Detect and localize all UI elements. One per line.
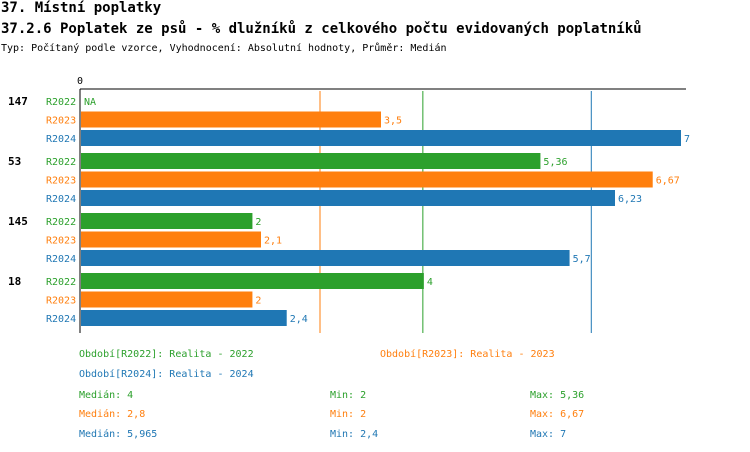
bar-value-label: 6,23 xyxy=(618,194,642,205)
series-row-label: R2022 xyxy=(46,157,76,168)
series-row-label: R2023 xyxy=(46,296,76,307)
bar xyxy=(81,273,424,289)
bar xyxy=(81,310,287,326)
series-row-label: R2023 xyxy=(46,116,76,127)
stat-min-r2024: Min: 2,4 xyxy=(330,429,379,440)
group-label: 145 xyxy=(8,215,28,228)
stat-min-r2023: Min: 2 xyxy=(330,409,367,420)
bar xyxy=(81,231,261,248)
bar-value-label: 2 xyxy=(255,296,261,307)
group-label: 147 xyxy=(8,95,28,108)
bar xyxy=(81,190,615,206)
stat-median-r2022: Medián: 4 xyxy=(79,390,134,401)
x-tick-label: 0 xyxy=(77,76,83,87)
bar-value-label: 5,7 xyxy=(573,254,591,265)
chart-title: 37.2.6 Poplatek ze psů - % dlužníků z ce… xyxy=(1,21,642,37)
legend-r2023: Období[R2023]: Realita - 2023 xyxy=(380,349,555,360)
series-row-label: R2022 xyxy=(46,97,76,108)
series-row-label: R2022 xyxy=(46,277,76,288)
legend-r2022: Období[R2022]: Realita - 2022 xyxy=(79,349,254,360)
section-title: 37. Místní poplatky xyxy=(1,0,162,16)
bar-value-label: 7 xyxy=(684,134,690,145)
stat-median-r2023: Medián: 2,8 xyxy=(79,409,146,420)
stat-max-r2023: Max: 6,67 xyxy=(530,409,585,420)
legend-r2024: Období[R2024]: Realita - 2024 xyxy=(79,369,254,380)
bar-value-label: 2,4 xyxy=(290,314,308,325)
group-label: 53 xyxy=(8,155,21,168)
group-label: 18 xyxy=(8,275,21,288)
series-row-label: R2023 xyxy=(46,176,76,187)
chart-subtitle: Typ: Počítaný podle vzorce, Vyhodnocení:… xyxy=(1,43,447,54)
stat-median-r2024: Medián: 5,965 xyxy=(79,429,158,440)
bar xyxy=(81,213,253,229)
bar xyxy=(81,291,253,308)
series-row-label: R2024 xyxy=(46,314,76,325)
bar-value-label: 3,5 xyxy=(384,116,402,127)
bar xyxy=(81,250,570,266)
bar xyxy=(81,171,653,188)
bar-value-label: 2 xyxy=(255,217,261,228)
bar-value-label: 5,36 xyxy=(543,157,567,168)
bar-value-label: 6,67 xyxy=(656,176,680,187)
bar xyxy=(81,111,381,128)
series-row-label: R2022 xyxy=(46,217,76,228)
series-row-label: R2024 xyxy=(46,254,76,265)
stat-max-r2024: Max: 7 xyxy=(530,429,567,440)
bar-value-label: 2,1 xyxy=(264,236,282,247)
bar-value-label: 4 xyxy=(427,277,433,288)
series-row-label: R2024 xyxy=(46,194,76,205)
stat-min-r2022: Min: 2 xyxy=(330,390,367,401)
series-row-label: R2024 xyxy=(46,134,76,145)
bar-value-label: NA xyxy=(84,97,96,108)
bar xyxy=(81,130,681,146)
series-row-label: R2023 xyxy=(46,236,76,247)
bar xyxy=(81,153,541,169)
stat-max-r2022: Max: 5,36 xyxy=(530,390,585,401)
